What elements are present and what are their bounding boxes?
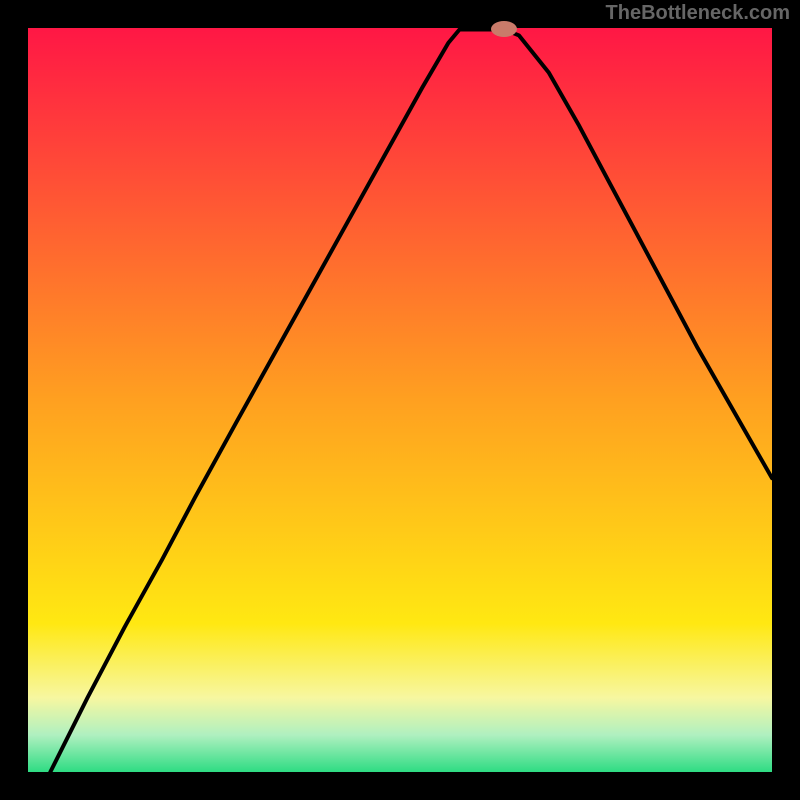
curve-path <box>50 29 772 772</box>
optimal-point-marker <box>491 21 517 37</box>
bottleneck-chart <box>28 28 772 772</box>
watermark-text: TheBottleneck.com <box>606 2 790 25</box>
bottleneck-curve <box>28 28 772 772</box>
